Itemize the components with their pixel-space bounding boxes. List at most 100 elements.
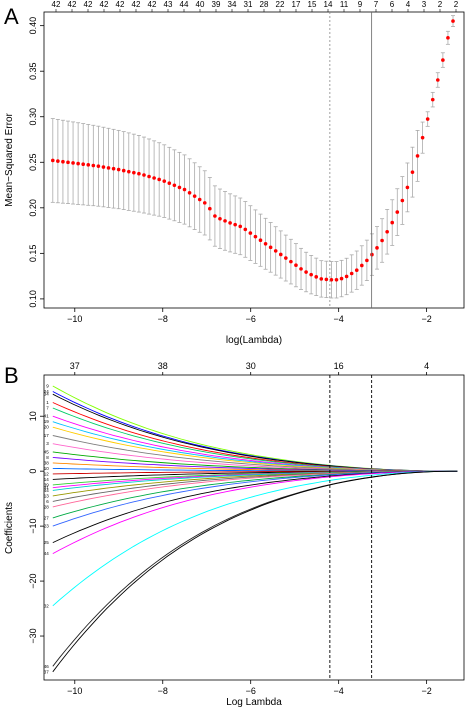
y-tick-label: 0.25: [28, 154, 38, 172]
panel-a-x-ticks: −10 −8 −6 −4 −2: [67, 308, 432, 324]
top-tick-label: 6: [390, 0, 395, 9]
top-tick-label: 44: [180, 0, 189, 9]
cv-point: [365, 258, 369, 263]
top-tick-label: 43: [164, 0, 173, 9]
cv-point: [50, 158, 55, 163]
y-tick-label: 0.15: [28, 245, 38, 263]
x-tick-label: −8: [158, 686, 168, 696]
path-label: 10: [44, 466, 50, 471]
cv-point: [116, 167, 121, 172]
coefficient-path: [52, 470, 458, 667]
cv-point: [425, 117, 430, 121]
top-tick-label: 7: [374, 0, 379, 9]
top-tick-label: 9: [358, 0, 363, 9]
cv-point: [436, 78, 440, 82]
panel-a-points: [50, 19, 455, 282]
x-tick-label: −6: [246, 314, 256, 324]
panel-b-paths: 9243417411920173458381012143931441362827…: [44, 383, 458, 674]
cv-point: [253, 234, 258, 239]
path-label: 38: [44, 460, 50, 465]
cv-point: [309, 272, 313, 277]
top-tick-label: 17: [292, 0, 301, 9]
panel-a-vlines: [329, 12, 373, 308]
panel-b-vlines: [329, 375, 373, 680]
top-tick-label: 42: [100, 0, 109, 9]
y-tick-label: −20: [28, 573, 38, 588]
panel-b-xlabel: Log Lambda: [226, 697, 282, 708]
cv-point: [233, 222, 237, 227]
x-tick-label: −10: [67, 686, 82, 696]
cv-point: [324, 277, 329, 282]
cv-point: [319, 277, 324, 281]
top-tick-label: 28: [260, 0, 269, 9]
panel-b-letter: B: [4, 363, 19, 388]
path-label: 41: [44, 414, 50, 419]
cv-point: [278, 252, 283, 257]
cv-point: [111, 166, 116, 171]
top-tick-label: 22: [276, 0, 285, 9]
cv-point: [390, 220, 395, 225]
path-label: 17: [44, 433, 50, 438]
x-tick-label: −4: [334, 686, 344, 696]
x-tick-label: −2: [421, 314, 431, 324]
path-label: 25: [44, 540, 50, 545]
path-label: 28: [44, 504, 50, 509]
path-label: 46: [44, 664, 50, 669]
top-tick-label: 42: [52, 0, 61, 9]
panel-b-ylabel: Coefficients: [4, 502, 15, 554]
cv-point: [61, 159, 65, 164]
path-label: 14: [44, 477, 50, 482]
cv-point: [349, 271, 354, 276]
cv-point: [273, 249, 278, 253]
cv-point: [451, 19, 455, 23]
x-tick-label: −4: [334, 314, 344, 324]
coefficient-path: [52, 470, 458, 554]
cv-point: [157, 177, 161, 182]
cv-point: [81, 162, 85, 167]
path-label: 7: [46, 405, 49, 410]
cv-point: [314, 275, 319, 279]
top-tick-label: 31: [244, 0, 253, 9]
cv-point: [106, 166, 111, 170]
cv-point: [218, 216, 222, 221]
cv-point: [197, 197, 202, 202]
top-tick-label: 42: [84, 0, 93, 9]
cv-point: [268, 245, 273, 250]
panel-a-frame: [43, 11, 465, 309]
path-label: 31: [44, 485, 50, 490]
panel-a: A −10 −8 −6 −4 −2 0.100.150.200.250.300.350.…: [4, 0, 465, 346]
cv-point: [223, 219, 227, 223]
panel-a-errorbars: [50, 15, 456, 299]
cv-point: [182, 187, 187, 192]
top-tick-label: 3: [422, 0, 427, 9]
cv-point: [334, 277, 339, 282]
y-tick-label: 0: [28, 469, 38, 474]
top-tick-label: 15: [308, 0, 317, 9]
panel-b-top-ticks: 37 38 30 16 4: [70, 361, 429, 375]
cv-point: [446, 36, 450, 40]
cv-point: [360, 263, 364, 268]
cv-point: [137, 171, 141, 176]
cv-point: [187, 191, 192, 195]
x-tick-label: −10: [67, 314, 82, 324]
path-label: 20: [44, 425, 50, 430]
cv-point: [375, 246, 379, 250]
x-tick-label: −6: [246, 686, 256, 696]
cv-point: [263, 241, 268, 246]
cv-point: [142, 173, 146, 177]
path-label: 24: [44, 389, 50, 394]
path-label: 45: [44, 449, 50, 454]
cv-point: [66, 160, 70, 165]
path-label: 37: [44, 669, 50, 674]
top-tick-label: 2: [438, 0, 443, 9]
cv-point: [147, 174, 151, 179]
cv-point: [228, 221, 232, 225]
path-label: 34: [44, 392, 50, 397]
top-tick-label: 38: [158, 361, 168, 371]
cv-point: [344, 274, 349, 279]
coefficient-path: [52, 470, 458, 607]
panel-a-top-ticks: 42 42 42 42 42 42 42 43 44 40 39 34 31 28 22 17 15 14 11 9 7…: [52, 0, 459, 12]
cv-point: [289, 259, 293, 264]
y-tick-label: 0.35: [28, 62, 38, 80]
